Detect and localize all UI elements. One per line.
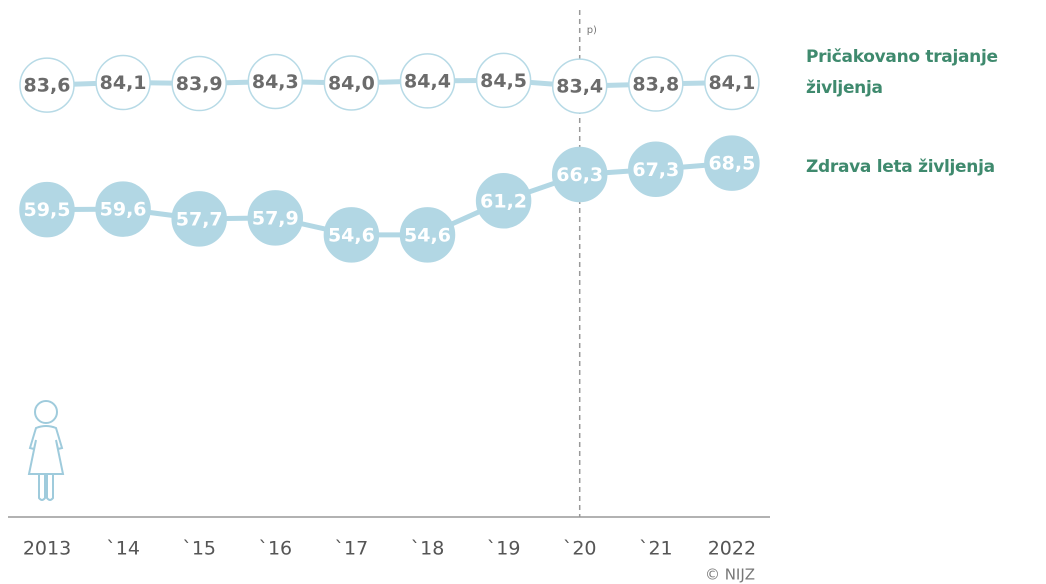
value-label: 66,3: [556, 164, 603, 186]
point: [95, 54, 151, 111]
female-icon: [27, 400, 65, 501]
value-label: 54,6: [404, 224, 451, 246]
point: [551, 58, 608, 114]
point: [19, 57, 75, 113]
series-line: [46, 160, 733, 238]
value-label: 83,6: [24, 75, 71, 97]
value-label: 84,5: [480, 70, 527, 92]
point: [399, 207, 456, 263]
annotation: p): [587, 25, 597, 36]
point: [704, 135, 760, 191]
x-tick-label: `17: [335, 538, 369, 560]
point: [323, 55, 380, 111]
value-label: 59,6: [100, 199, 147, 221]
point: [171, 191, 227, 247]
legend-entry: Pričakovano trajanje življenja: [806, 47, 998, 98]
value-label: 84,1: [708, 72, 755, 94]
point: [399, 53, 456, 109]
x-tick-label: `20: [563, 538, 597, 560]
series-line: [46, 77, 732, 89]
value-label: 84,3: [252, 71, 299, 93]
value-label: 84,4: [404, 70, 451, 92]
point: [551, 146, 608, 203]
value-label: 68,5: [708, 153, 755, 175]
point: [247, 53, 304, 110]
value-label: 84,0: [328, 73, 375, 95]
point: [95, 181, 151, 237]
x-tick-label: `18: [411, 538, 445, 560]
value-label: 57,7: [176, 208, 223, 230]
value-label: 57,9: [252, 207, 299, 229]
x-tick-label: `19: [487, 538, 521, 560]
x-tick-label: `15: [182, 538, 216, 560]
value-label: 54,6: [328, 224, 375, 246]
point: [628, 141, 684, 198]
x-tick-label: 2013: [23, 538, 71, 560]
x-tick-label: `21: [639, 538, 673, 560]
value-label: 83,8: [632, 74, 679, 96]
point: [475, 52, 532, 109]
value-label: 59,5: [24, 199, 71, 221]
point: [704, 54, 760, 111]
point: [19, 181, 75, 238]
x-tick-label: 2022: [708, 538, 756, 560]
value-label: 83,4: [556, 76, 603, 98]
x-tick-label: `14: [106, 538, 140, 560]
value-label: 83,9: [176, 73, 223, 95]
x-tick-label: `16: [258, 538, 292, 560]
point: [475, 173, 532, 229]
source: © NIJZ: [705, 566, 755, 584]
value-label: 84,1: [100, 72, 147, 94]
point: [171, 55, 227, 112]
point: [323, 207, 380, 263]
point: [628, 56, 684, 112]
value-label: 67,3: [632, 159, 679, 181]
point: [247, 190, 304, 246]
value-label: 61,2: [480, 190, 527, 212]
legend-entry: Zdrava leta življenja: [806, 157, 995, 177]
